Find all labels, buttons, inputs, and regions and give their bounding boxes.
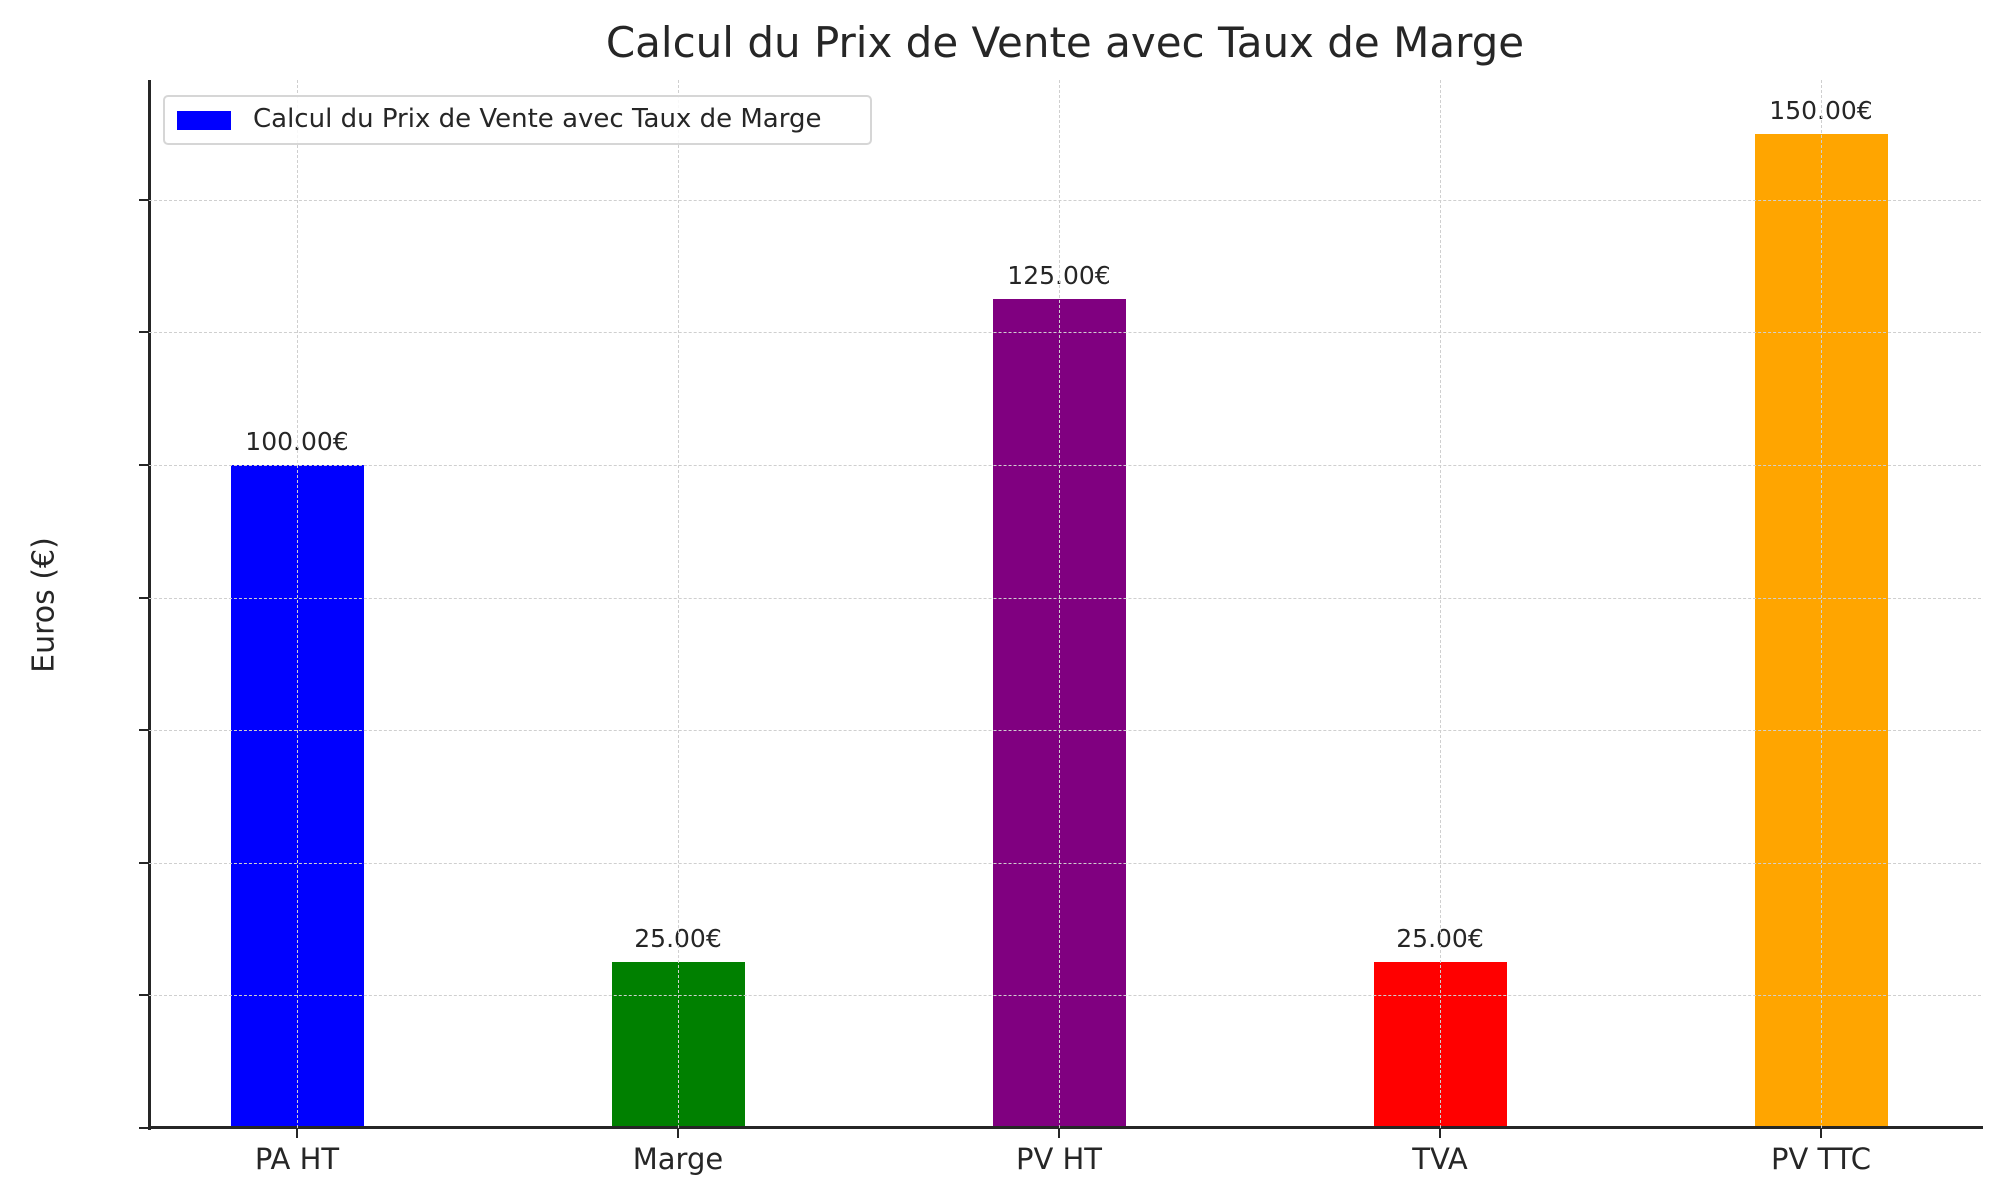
gridline-horizontal xyxy=(149,199,1981,201)
x-tick xyxy=(1058,1128,1060,1138)
gridline-vertical xyxy=(1059,80,1060,1128)
gridline-horizontal xyxy=(149,332,1981,334)
gridline-vertical xyxy=(1440,80,1441,1128)
gridline-horizontal xyxy=(149,995,1981,997)
y-tick xyxy=(139,464,149,466)
legend-label: Calcul du Prix de Vente avec Taux de Mar… xyxy=(253,104,822,134)
y-tick xyxy=(139,861,149,864)
gridline-vertical xyxy=(678,80,679,1128)
x-tick-label: PV TTC xyxy=(1770,1142,1872,1176)
plot-area: 100.00€25.00€125.00€25.00€150.00€ 020406… xyxy=(139,80,1983,1176)
x-tick-label: PA HT xyxy=(254,1142,340,1176)
x-tick xyxy=(1439,1128,1441,1138)
x-tick xyxy=(1820,1128,1822,1138)
gridline-horizontal xyxy=(149,730,1981,732)
y-tick xyxy=(139,994,149,997)
y-axis-line xyxy=(147,80,151,1130)
chart-title: Calcul du Prix de Vente avec Taux de Mar… xyxy=(605,18,1525,67)
gridline-horizontal xyxy=(149,862,1981,864)
x-tick xyxy=(677,1128,679,1138)
y-tick xyxy=(139,729,149,732)
gridline-vertical xyxy=(1821,80,1822,1128)
x-tick-label: TVA xyxy=(1412,1142,1468,1176)
x-tick-label: Marge xyxy=(632,1142,724,1176)
x-axis-line xyxy=(147,1126,1983,1129)
gridline-horizontal xyxy=(149,597,1981,599)
y-tick xyxy=(139,596,149,599)
legend: Calcul du Prix de Vente avec Taux de Mar… xyxy=(163,95,872,145)
y-tick xyxy=(139,198,149,201)
y-tick xyxy=(139,331,149,334)
x-tick-label: PV HT xyxy=(1015,1142,1103,1176)
x-tick xyxy=(296,1128,298,1138)
gridline-horizontal xyxy=(149,465,1981,466)
y-axis-label: Euros (€) xyxy=(26,537,62,673)
legend-swatch xyxy=(177,111,231,130)
y-tick xyxy=(139,1127,149,1129)
gridline-vertical xyxy=(297,80,298,1128)
